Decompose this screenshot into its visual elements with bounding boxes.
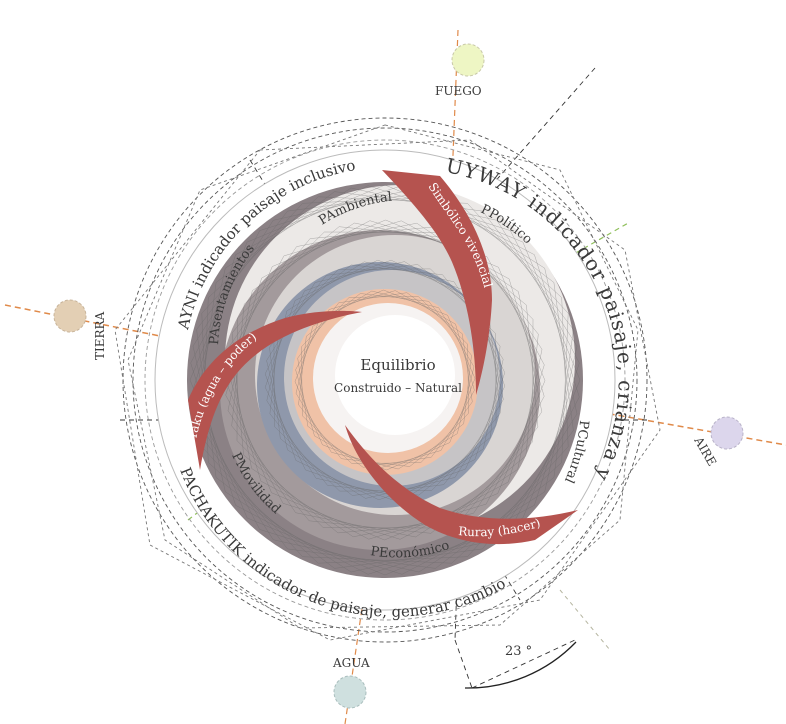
fuego-label: FUEGO [435,84,482,98]
tierra-circle [53,299,87,333]
aire-circle [710,416,744,450]
agua-circle [333,675,367,709]
agua-label: AGUA [332,656,370,670]
outer-circles [114,117,661,643]
center-title: Equilibrio [360,356,435,374]
fuego-circle [451,43,485,77]
tierra-label: TIERRA [93,311,107,360]
arrow-yaku [188,310,362,470]
angle-label: 23 ° [505,644,532,659]
swirl-arrows [188,170,578,545]
angle-mark: 23 ° [464,641,577,689]
element-markers [53,43,744,709]
arrow-simbolico [382,170,492,395]
center-subtitle: Construido – Natural [334,381,462,395]
ring-disc [154,149,616,611]
arrow-ruray [345,425,578,545]
